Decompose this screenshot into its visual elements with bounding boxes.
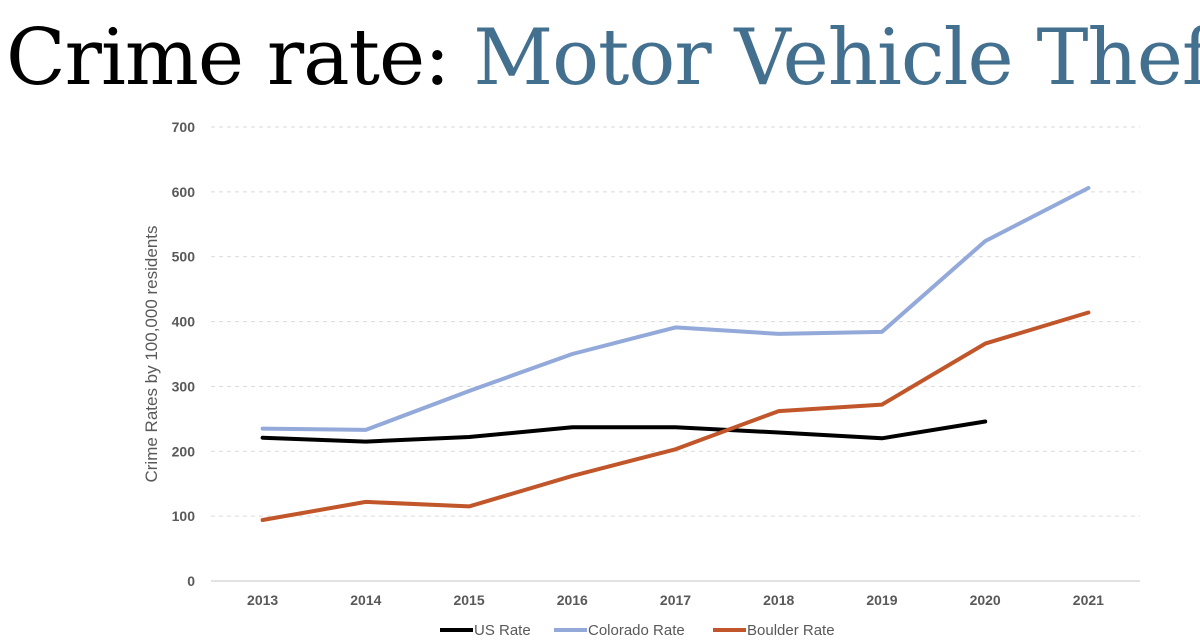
y-tick-label: 500 bbox=[172, 249, 196, 265]
y-tick-label: 600 bbox=[172, 184, 196, 200]
series-line-2 bbox=[260, 310, 1091, 522]
y-tick-label: 100 bbox=[172, 508, 196, 524]
legend-label: Colorado Rate bbox=[588, 622, 685, 639]
x-axis-ticks: 2013 2014 2015 2016 2017 2018 2019 2020 2021 bbox=[247, 592, 1104, 608]
series-line-1 bbox=[260, 186, 1091, 432]
legend-label: Boulder Rate bbox=[747, 622, 835, 639]
x-tick-label: 2018 bbox=[763, 592, 794, 608]
x-tick-label: 2013 bbox=[247, 592, 278, 608]
x-tick-label: 2017 bbox=[660, 592, 691, 608]
y-tick-label: 400 bbox=[172, 314, 196, 330]
y-axis-ticks: 0 100 200 300 400 500 600 700 bbox=[172, 119, 196, 589]
y-axis-label: Crime Rates by 100,000 residents bbox=[142, 225, 161, 482]
x-tick-label: 2021 bbox=[1073, 592, 1104, 608]
title-prefix: Crime rate: bbox=[6, 13, 474, 103]
x-tick-label: 2015 bbox=[453, 592, 484, 608]
legend: US Rate Colorado Rate Boulder Rate bbox=[440, 622, 835, 639]
series-line-0 bbox=[260, 419, 988, 444]
x-tick-label: 2019 bbox=[866, 592, 897, 608]
y-tick-label: 0 bbox=[187, 573, 195, 589]
legend-label: US Rate bbox=[474, 622, 531, 639]
y-tick-label: 200 bbox=[172, 443, 196, 459]
y-tick-label: 300 bbox=[172, 378, 196, 394]
x-tick-label: 2016 bbox=[557, 592, 588, 608]
gridlines bbox=[211, 126, 1140, 517]
x-tick-label: 2020 bbox=[970, 592, 1001, 608]
title-subject: Motor Vehicle Theft bbox=[473, 13, 1200, 103]
y-tick-label: 700 bbox=[172, 119, 196, 135]
series-lines bbox=[260, 186, 1091, 522]
page-title: Crime rate: Motor Vehicle Theft bbox=[6, 4, 1200, 112]
x-tick-label: 2014 bbox=[350, 592, 381, 608]
